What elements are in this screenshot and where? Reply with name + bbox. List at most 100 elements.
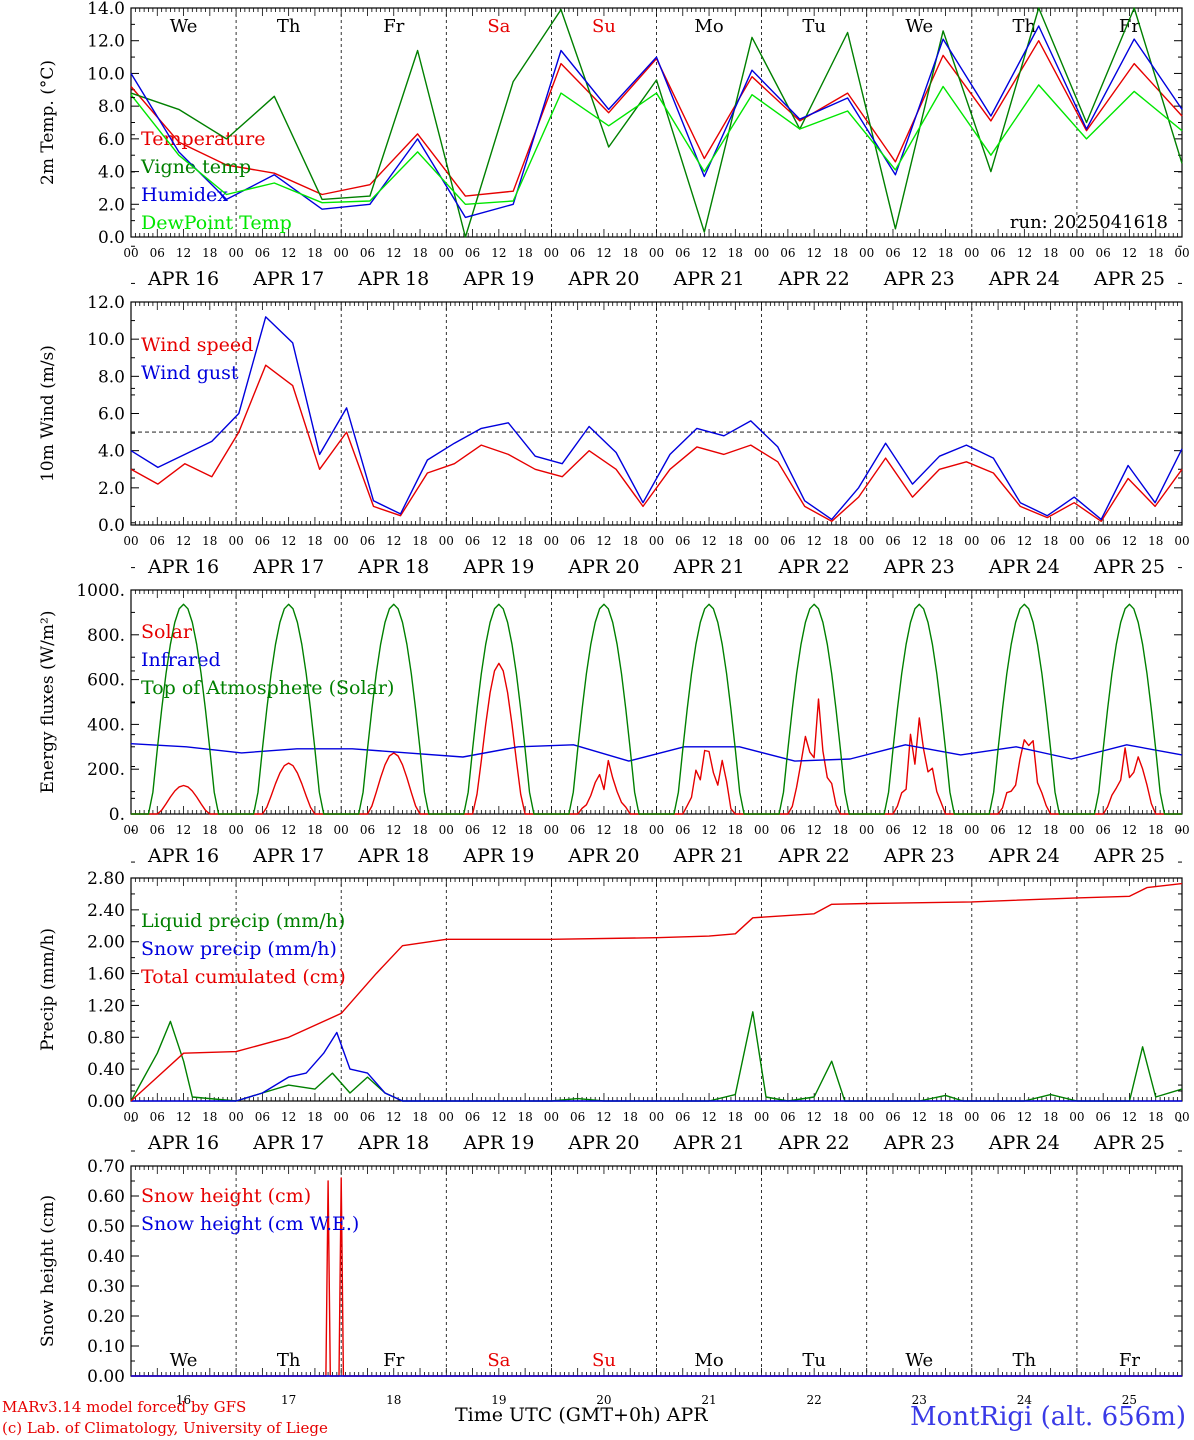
series-line-wind-speed [130,364,1183,522]
hour-tick-label: 00 [228,246,243,260]
hour-tick-label: 06 [570,823,585,837]
hour-tick-label: 00 [964,246,979,260]
legend-entry: Wind speed [141,334,253,356]
day-number-label: 16 [176,1393,191,1407]
hour-tick-label: 12 [386,823,401,837]
legend-entry: DewPoint Temp [141,212,292,234]
weekday-label: Tu [802,16,826,37]
legend-entry: Solar [141,621,193,643]
day-number-label: 17 [281,1393,296,1407]
y-tick-label: 0.40 [87,1247,125,1267]
hour-tick-label: 12 [1017,1110,1032,1124]
hour-tick-label: 18 [517,1110,532,1124]
weekday-label: Fr [383,16,404,37]
hour-tick-label: 06 [990,534,1005,548]
hour-tick-label: 06 [150,823,165,837]
hour-tick-label: 00 [754,534,769,548]
weekday-label: Th [277,16,301,37]
hour-tick-label: 12 [176,534,191,548]
hour-tick-label: 12 [1122,1110,1137,1124]
date-label: APR 21 [673,1132,745,1154]
hour-tick-label: 12 [701,246,716,260]
hour-tick-label: 12 [596,246,611,260]
hour-tick-label: 12 [281,246,296,260]
hour-tick-label: 00 [1069,1110,1084,1124]
date-label: APR 22 [778,268,850,290]
hour-tick-label: 12 [807,534,822,548]
hour-tick-label: 06 [990,246,1005,260]
hour-tick-label: 00 [649,823,664,837]
hour-tick-label: 12 [596,534,611,548]
hour-tick-label: 18 [623,1110,638,1124]
hour-tick-label: 12 [596,1110,611,1124]
hour-tick-label: 06 [885,534,900,548]
date-label: APR 25 [1093,556,1165,578]
hour-tick-label: 18 [517,246,532,260]
date-label: APR 25 [1093,1132,1165,1154]
hour-tick-label: 18 [728,534,743,548]
hour-tick-label: 18 [412,534,427,548]
legend-entry: Liquid precip (mm/h) [141,910,345,932]
date-label: APR 18 [357,268,429,290]
y-tick-label: 6.0 [98,405,125,425]
hour-tick-label: 06 [675,823,690,837]
hour-tick-label: 06 [255,246,270,260]
date-label: APR 21 [673,268,745,290]
hour-tick-label: 00 [544,1110,559,1124]
y-tick-label: 2.40 [87,901,125,921]
weekday-label: Sa [487,16,510,37]
hour-tick-label: 06 [780,534,795,548]
legend-entry: Vigne temp [140,156,251,178]
time-axis-label: Time UTC (GMT+0h) APR [455,1404,708,1426]
hour-tick-label: 00 [649,246,664,260]
y-tick-label: 0.80 [87,1028,125,1048]
date-label: APR 18 [357,556,429,578]
y-axis-label: Energy fluxes (W/m²) [38,611,58,794]
hour-tick-label: 00 [544,823,559,837]
plot-frame-2 [130,589,1183,815]
hour-tick-label: 06 [1096,246,1111,260]
weekday-label: We [905,1350,933,1371]
hour-tick-label: 00 [964,534,979,548]
hour-tick-label: 12 [386,246,401,260]
hour-tick-label: 18 [1148,1110,1163,1124]
hour-tick-label: 00 [964,823,979,837]
y-tick-label: 0.0 [98,516,125,536]
y-tick-label: 0.40 [87,1060,125,1080]
day-number-label: 20 [596,1393,611,1407]
date-label: APR 21 [673,556,745,578]
date-label: APR 20 [567,845,639,867]
series-line-vigne-temp [130,7,1183,238]
hour-tick-label: 12 [807,823,822,837]
legend-entry: Snow height (cm) [141,1185,311,1207]
y-tick-label: 1.60 [87,965,125,985]
plot-frame-1 [130,301,1183,526]
hour-tick-label: 00 [228,1110,243,1124]
hour-tick-label: 18 [412,1110,427,1124]
date-label: APR 21 [673,845,745,867]
hour-tick-label: 12 [912,534,927,548]
date-label: APR 19 [462,1132,534,1154]
hour-tick-label: 06 [465,534,480,548]
y-tick-label: 2.80 [87,869,125,889]
weekday-label: Th [1013,1350,1037,1371]
date-label: APR 19 [462,556,534,578]
y-axis-label: 10m Wind (m/s) [38,345,58,482]
hour-tick-label: 18 [938,534,953,548]
date-label: APR 24 [988,556,1060,578]
weekday-label: Mo [694,16,723,37]
hour-tick-label: 00 [754,246,769,260]
hour-tick-label: 12 [1122,246,1137,260]
hour-tick-label: 18 [1043,1110,1058,1124]
hour-tick-label: 06 [780,246,795,260]
legend-entry: Snow precip (mm/h) [141,938,337,960]
hour-tick-label: 18 [833,1110,848,1124]
date-label: APR 16 [147,268,219,290]
hour-tick-label: 18 [938,246,953,260]
day-number-label: 24 [1017,1393,1033,1407]
series-line-infrared [130,743,1183,762]
legend-entry: Wind gust [141,362,239,384]
hour-tick-label: 00 [859,823,874,837]
y-tick-label: 2.0 [98,479,125,499]
hour-tick-label: 06 [885,246,900,260]
